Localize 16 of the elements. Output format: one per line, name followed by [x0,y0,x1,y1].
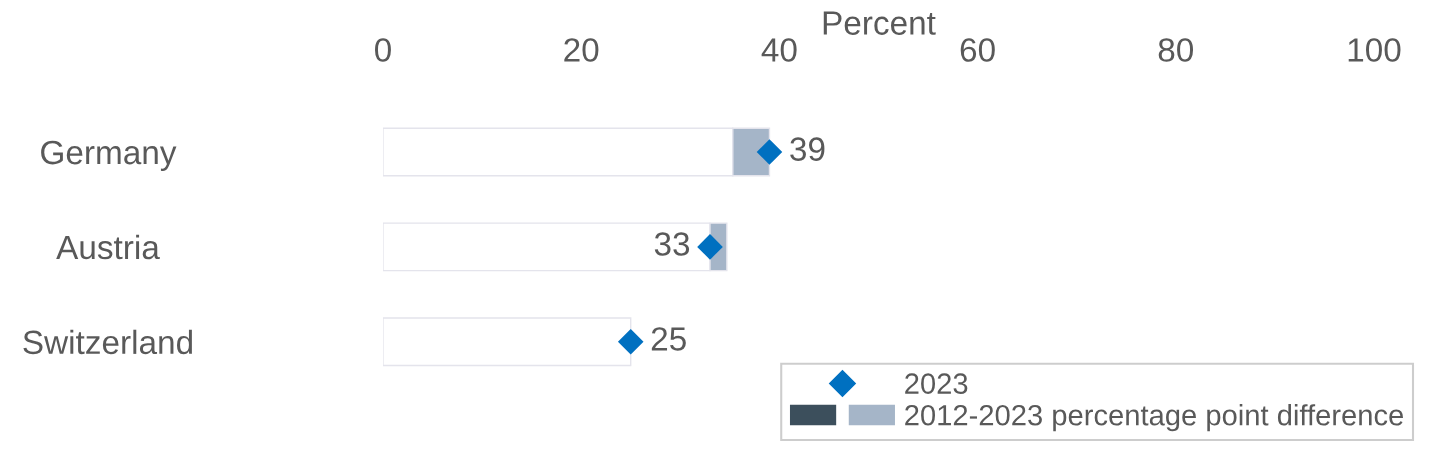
x-tick-label: 40 [761,38,797,62]
data-label: 39 [790,137,825,161]
x-tick-label: 20 [564,38,599,62]
x-tick-label: 100 [1348,38,1401,62]
legend-label: 2012-2023 percentage point difference [905,404,1403,432]
x-tick-label: 60 [960,38,995,62]
data-label: 33 [654,232,690,256]
y-tick-label: Austria [56,234,160,260]
bar [382,317,632,367]
y-tick-label: Switzerland [23,329,192,355]
x-axis-title: Percent [823,11,936,35]
x-tick-label: 80 [1158,38,1194,62]
y-tick-label: Germany [41,140,177,171]
data-label: 25 [651,327,686,351]
x-tick-label: 0 [375,38,391,62]
legend-label: 2023 [905,373,968,394]
